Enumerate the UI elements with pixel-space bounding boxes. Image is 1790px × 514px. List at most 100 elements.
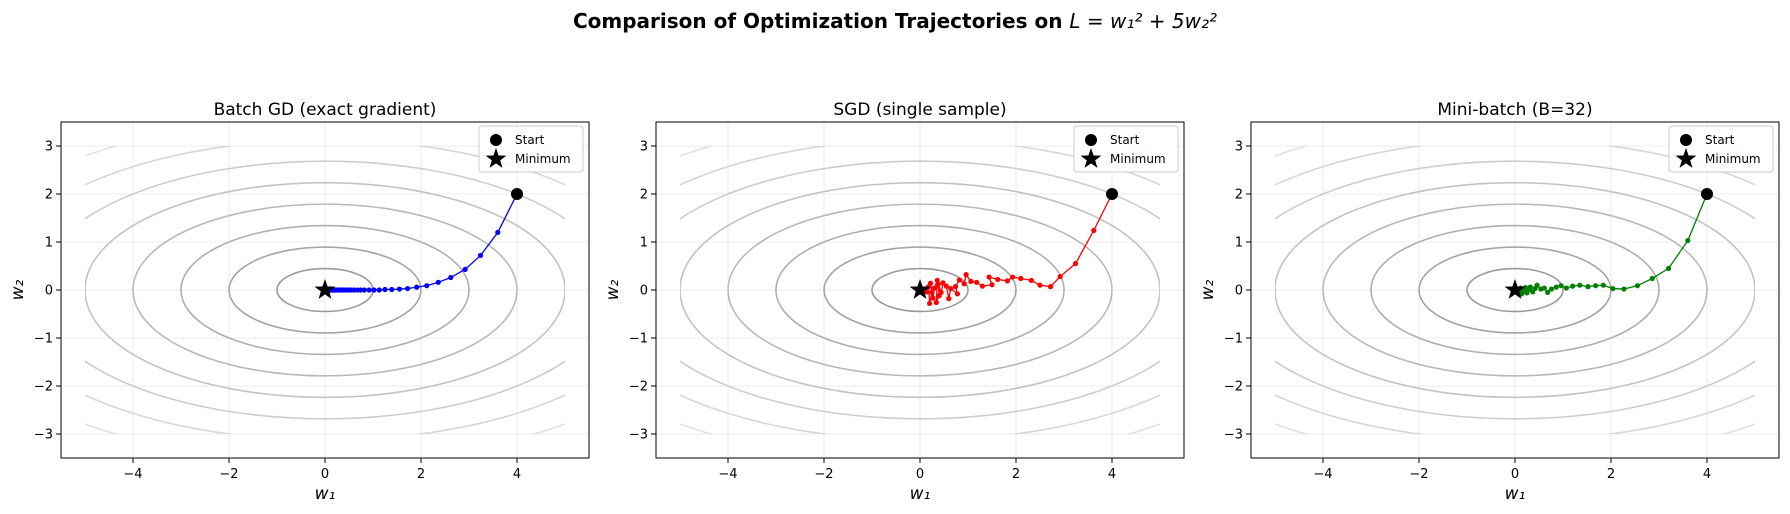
trajectory-point xyxy=(435,279,441,285)
legend-box xyxy=(1073,125,1179,173)
trajectory-point xyxy=(477,252,484,259)
contour-ellipse xyxy=(85,160,565,420)
trajectory-point xyxy=(495,229,501,235)
y-tick-label: 1 xyxy=(640,236,648,251)
trajectory-point xyxy=(389,286,395,293)
y-tick-label: −2 xyxy=(629,380,648,395)
minimum-star-marker xyxy=(1504,279,1526,299)
trajectory-point xyxy=(1037,282,1043,288)
y-tick-label: 1 xyxy=(1235,236,1243,251)
trajectory-point xyxy=(927,300,933,307)
trajectory-point xyxy=(414,284,420,290)
trajectory-point xyxy=(1548,286,1555,292)
trajectory-point xyxy=(1538,286,1544,292)
trajectory-point xyxy=(382,286,388,293)
y-tick-label: 3 xyxy=(45,140,53,155)
trajectory-point xyxy=(1553,284,1559,290)
y-tick-label: −3 xyxy=(1224,428,1243,443)
trajectory-point xyxy=(462,266,468,272)
trajectory-point xyxy=(1634,283,1640,289)
x-tick-label: −2 xyxy=(814,467,833,482)
minimum-star-marker xyxy=(909,279,931,299)
x-tick-label: −2 xyxy=(219,467,238,482)
legend-minimum-marker xyxy=(485,148,507,168)
trajectory-point xyxy=(974,279,980,285)
x-axis-label: w₁ xyxy=(1505,484,1526,504)
y-tick-label: −3 xyxy=(629,428,648,443)
y-tick-label: −2 xyxy=(34,380,53,395)
panel-sgd: SGD (single sample) −4 −2 0 2 4 −3 −2 −1 0 1 2 3 w₁ w… xyxy=(603,100,1185,504)
contour-ellipse xyxy=(823,246,1017,334)
y-tick-label: −1 xyxy=(1224,332,1243,347)
legend: Start Minimum xyxy=(1668,125,1774,173)
plot-area xyxy=(1251,122,1779,458)
trajectory-point xyxy=(961,281,967,287)
x-tick-label: 2 xyxy=(1012,467,1020,482)
trajectory-point xyxy=(968,278,974,284)
contour-ellipse xyxy=(228,246,422,334)
x-tick-label: 4 xyxy=(1108,467,1116,482)
trajectory-point xyxy=(943,283,950,289)
trajectory-point xyxy=(404,285,411,292)
trajectory-point xyxy=(933,299,939,306)
contour-ellipse xyxy=(727,203,1113,377)
panel-mini-batch: Mini-batch (B=32) −4 −2 0 2 4 −3 −2 −1 0 1 2 3 w₁ w₂ S… xyxy=(1198,100,1780,504)
trajectory-point xyxy=(1610,285,1616,292)
y-tick-label: 2 xyxy=(45,188,53,203)
contour-ellipse xyxy=(85,181,565,399)
trajectory-point xyxy=(1004,278,1010,284)
plot-area xyxy=(656,122,1184,458)
trajectory-point xyxy=(931,285,938,291)
contour-ellipse xyxy=(1322,203,1708,377)
start-marker xyxy=(1106,188,1118,200)
contour-ellipse xyxy=(1275,160,1755,420)
y-tick-label: 0 xyxy=(45,284,53,299)
y-axis-label: w₂ xyxy=(603,279,623,300)
y-tick-label: −3 xyxy=(34,428,53,443)
x-tick-label: −2 xyxy=(1409,467,1428,482)
trajectory-point xyxy=(1649,275,1655,282)
trajectory-point xyxy=(948,285,954,292)
trajectory-point xyxy=(986,274,992,280)
contour-ellipse xyxy=(1466,267,1564,313)
legend-start-label: Start xyxy=(1705,133,1735,147)
trajectory-point xyxy=(1047,284,1054,290)
trajectory-point xyxy=(1563,285,1569,291)
y-tick-label: 3 xyxy=(1235,140,1243,155)
y-axis-label: w₂ xyxy=(8,279,28,300)
legend-box xyxy=(1668,125,1774,173)
y-tick-label: −1 xyxy=(629,332,648,347)
trajectory-point xyxy=(1585,284,1591,290)
trajectory-point xyxy=(396,286,402,292)
trajectory-point xyxy=(1091,227,1097,234)
start-marker xyxy=(1701,188,1713,200)
x-tick-label: 2 xyxy=(1607,467,1615,482)
x-tick-label: 2 xyxy=(417,467,425,482)
trajectory-point xyxy=(1072,261,1079,267)
start-marker xyxy=(511,188,523,200)
trajectory-point xyxy=(1558,283,1564,289)
contour-ellipse xyxy=(871,267,969,313)
x-axis-label: w₁ xyxy=(910,484,931,504)
y-tick-label: 2 xyxy=(1235,188,1243,203)
trajectory-point xyxy=(1577,282,1583,288)
contour-ellipse xyxy=(680,181,1160,399)
trajectory-point xyxy=(940,280,946,286)
figure-title: Comparison of Optimization Trajectories … xyxy=(573,9,1217,33)
trajectory-point xyxy=(963,272,969,278)
y-axis-label: w₂ xyxy=(1198,279,1218,300)
x-tick-label: 0 xyxy=(916,467,924,482)
legend-minimum-label: Minimum xyxy=(1110,152,1166,166)
trajectory-point xyxy=(1685,237,1691,244)
trajectory-point xyxy=(934,277,940,283)
legend-minimum-marker xyxy=(1675,148,1697,168)
x-tick-label: −4 xyxy=(718,467,737,482)
trajectory-point xyxy=(1057,273,1063,280)
x-tick-label: −4 xyxy=(123,467,142,482)
trajectory-point xyxy=(448,274,454,281)
legend: Start Minimum xyxy=(1073,125,1179,173)
contour-ellipse xyxy=(1370,224,1660,356)
panel-title: Mini-batch (B=32) xyxy=(1437,100,1592,120)
trajectory-point xyxy=(956,277,962,283)
